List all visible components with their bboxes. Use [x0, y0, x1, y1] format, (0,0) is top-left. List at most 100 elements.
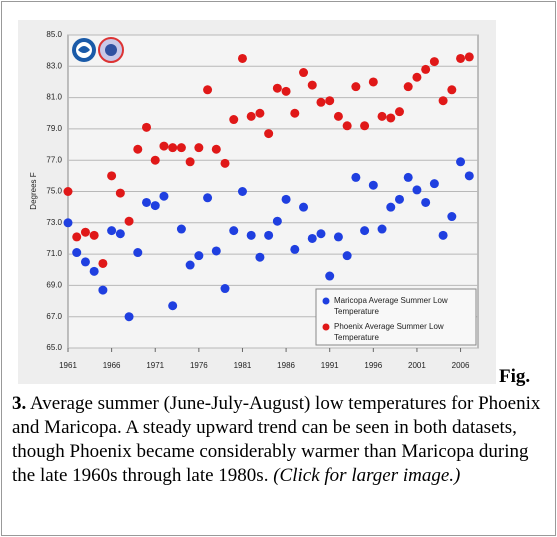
point	[272, 216, 282, 226]
point	[464, 171, 474, 181]
point	[168, 301, 178, 311]
point	[80, 257, 90, 267]
point	[447, 85, 457, 95]
point	[124, 216, 134, 226]
x-tick-label: 1991	[321, 361, 339, 370]
point	[403, 172, 413, 182]
point	[360, 226, 370, 236]
noaa-logo	[72, 37, 124, 63]
legend-box	[315, 288, 477, 346]
point	[133, 144, 143, 154]
point	[98, 285, 108, 295]
y-tick-label: 71.0	[46, 249, 62, 258]
point	[412, 72, 422, 82]
point	[107, 226, 117, 236]
point	[438, 230, 448, 240]
point	[351, 172, 361, 182]
point	[72, 248, 82, 258]
point	[142, 197, 152, 207]
point	[63, 218, 73, 228]
point	[438, 96, 448, 106]
point	[360, 121, 370, 131]
point	[89, 230, 99, 240]
point	[89, 266, 99, 276]
x-tick-label: 1986	[277, 361, 295, 370]
point	[185, 157, 195, 167]
point	[429, 179, 439, 189]
point	[115, 188, 125, 198]
legend-marker	[322, 297, 330, 305]
point	[377, 224, 387, 234]
point	[272, 83, 282, 93]
point	[386, 202, 396, 212]
x-tick-label: 2001	[408, 361, 426, 370]
x-tick-label: 1961	[59, 361, 77, 370]
y-tick-label: 75.0	[46, 187, 62, 196]
caption-text: Average summer (June-July-August) low te…	[12, 393, 541, 486]
legend-label: Maricopa Average Summer Low Temperature	[334, 296, 448, 316]
y-tick-label: 65.0	[46, 343, 62, 352]
point	[168, 143, 178, 153]
point	[220, 284, 230, 294]
point	[421, 197, 431, 207]
y-tick-label: 73.0	[46, 218, 62, 227]
y-axis-label: Degrees F	[29, 172, 38, 209]
point	[429, 57, 439, 67]
point	[290, 108, 300, 118]
point	[80, 227, 90, 237]
point	[464, 52, 474, 62]
point	[316, 229, 326, 239]
point	[307, 80, 317, 90]
x-tick-label: 1971	[146, 361, 164, 370]
y-tick-label: 67.0	[46, 312, 62, 321]
y-tick-label: 83.0	[46, 61, 62, 70]
point	[246, 230, 256, 240]
point	[264, 129, 274, 139]
point	[299, 68, 309, 78]
x-tick-label: 2006	[452, 361, 470, 370]
point	[194, 251, 204, 261]
point	[333, 111, 343, 121]
y-tick-label: 77.0	[46, 155, 62, 164]
point	[176, 224, 186, 234]
point	[394, 194, 404, 204]
point	[403, 82, 413, 92]
x-tick-label: 1976	[190, 361, 208, 370]
point	[316, 97, 326, 107]
point	[237, 53, 247, 63]
caption-link[interactable]: (Click for larger image.)	[273, 465, 461, 486]
point	[281, 86, 291, 96]
point	[211, 246, 221, 256]
legend-label: Phoenix Average Summer Low Temperature	[334, 322, 444, 342]
caption: 3. Average summer (June-July-August) low…	[12, 392, 542, 488]
point	[333, 232, 343, 242]
y-tick-label: 85.0	[46, 30, 62, 39]
point	[124, 312, 134, 322]
point	[264, 230, 274, 240]
point	[229, 115, 239, 125]
caption-number: 3.	[12, 393, 27, 414]
point	[342, 121, 352, 131]
point	[115, 229, 125, 239]
point	[72, 232, 82, 242]
point	[342, 251, 352, 261]
point	[133, 248, 143, 258]
point	[325, 96, 335, 106]
point	[377, 111, 387, 121]
point	[176, 143, 186, 153]
point	[229, 226, 239, 236]
point	[237, 187, 247, 196]
point	[412, 185, 422, 195]
point	[368, 77, 378, 87]
point	[281, 194, 291, 204]
point	[456, 157, 466, 167]
point	[255, 108, 265, 118]
x-tick-label: 1996	[364, 361, 382, 370]
point	[351, 82, 361, 92]
point	[203, 85, 213, 95]
point	[203, 193, 213, 203]
point	[220, 158, 230, 168]
point	[150, 155, 160, 165]
point	[394, 107, 404, 117]
